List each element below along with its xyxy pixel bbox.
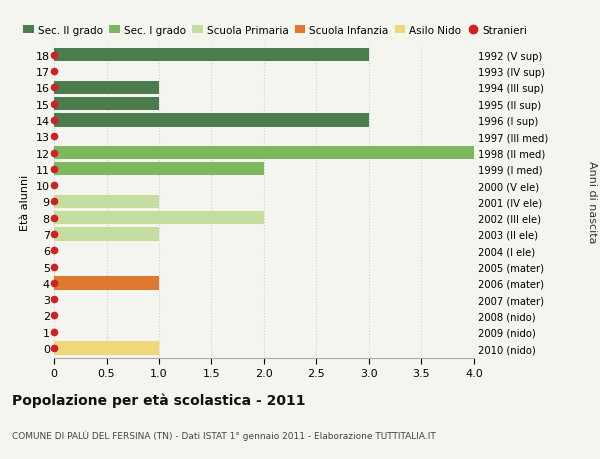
Bar <box>54 195 159 209</box>
Y-axis label: Età alunni: Età alunni <box>20 174 30 230</box>
Bar <box>54 82 159 95</box>
Bar <box>54 212 264 225</box>
Text: Popolazione per età scolastica - 2011: Popolazione per età scolastica - 2011 <box>12 392 305 407</box>
Legend: Sec. II grado, Sec. I grado, Scuola Primaria, Scuola Infanzia, Asilo Nido, Stran: Sec. II grado, Sec. I grado, Scuola Prim… <box>22 23 529 38</box>
Bar <box>54 341 159 355</box>
Bar <box>54 146 474 160</box>
Text: COMUNE DI PALÙ DEL FERSINA (TN) - Dati ISTAT 1° gennaio 2011 - Elaborazione TUTT: COMUNE DI PALÙ DEL FERSINA (TN) - Dati I… <box>12 429 436 440</box>
Bar <box>54 98 159 111</box>
Bar <box>54 49 369 62</box>
Bar <box>54 163 264 176</box>
Bar <box>54 228 159 241</box>
Bar <box>54 277 159 290</box>
Bar <box>54 114 369 127</box>
Text: Anni di nascita: Anni di nascita <box>587 161 597 243</box>
